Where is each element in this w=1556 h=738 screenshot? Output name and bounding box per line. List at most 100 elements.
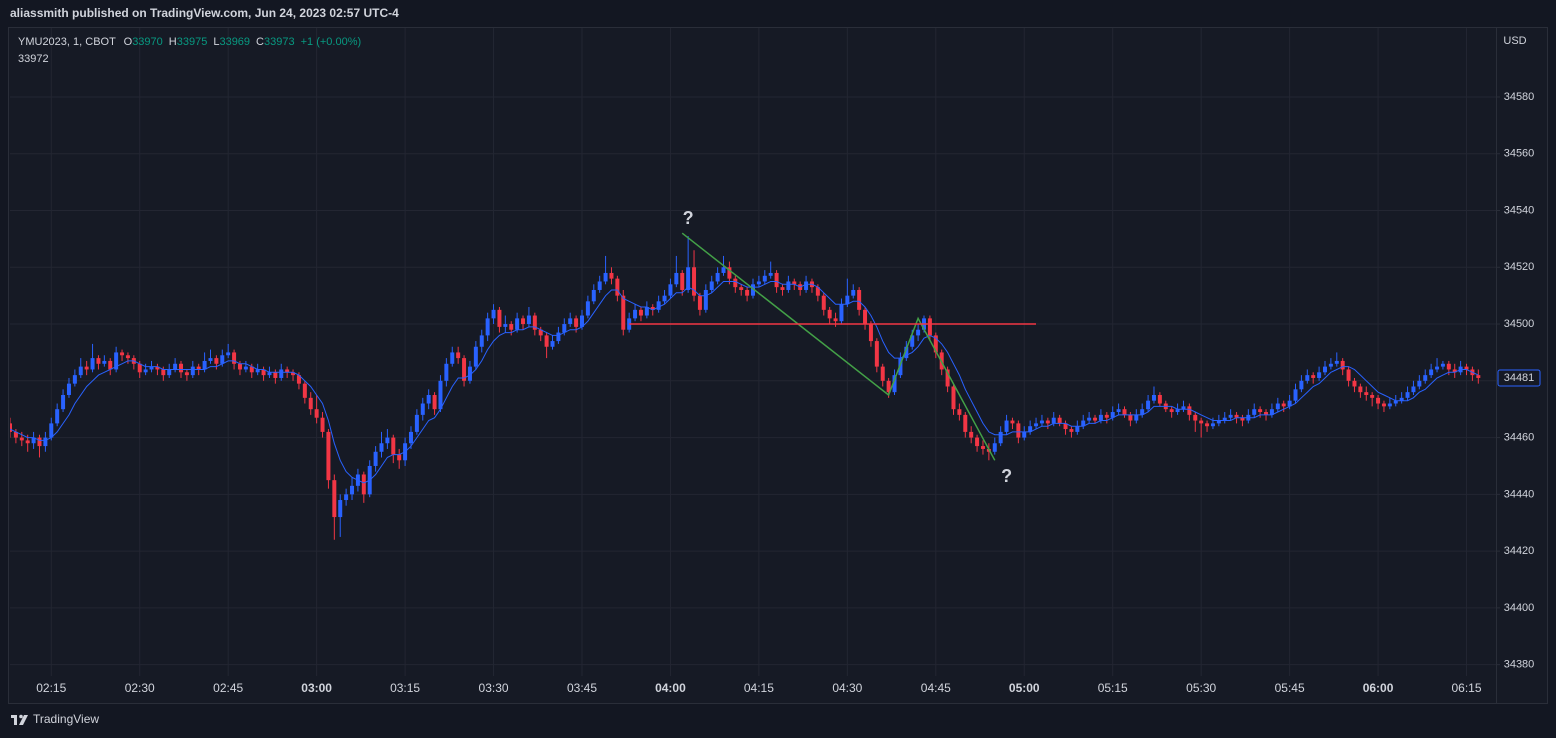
candle-body	[420, 403, 425, 415]
candle-body	[1157, 395, 1162, 404]
candle-body	[1281, 403, 1286, 407]
candle-body	[521, 318, 526, 325]
candle-body	[296, 375, 301, 384]
candle-body	[774, 272, 779, 288]
candle-body	[815, 287, 820, 296]
candle-body	[255, 369, 260, 373]
candle-body	[72, 375, 77, 384]
candle-body	[503, 324, 508, 327]
candle-body	[703, 289, 708, 310]
candle-body	[1264, 412, 1269, 415]
x-tick-label: 05:45	[1275, 681, 1305, 695]
x-tick-label: 02:15	[36, 681, 66, 695]
candle-body	[969, 431, 974, 438]
candle-body	[1151, 395, 1156, 401]
candle-body	[479, 335, 484, 347]
candle-body	[467, 366, 472, 381]
candle-body	[1222, 417, 1227, 421]
candle-body	[662, 295, 667, 302]
candle-body	[497, 309, 502, 327]
y-tick-label: 34400	[1504, 602, 1535, 614]
candle-body	[37, 437, 42, 447]
candle-body	[980, 446, 985, 449]
candle-body	[214, 358, 219, 364]
y-tick-label: 34460	[1504, 431, 1535, 443]
candle-body	[574, 318, 579, 327]
candle-body	[880, 366, 885, 381]
candle-body	[1411, 386, 1416, 393]
candle-body	[414, 414, 419, 432]
candle-body	[804, 281, 809, 290]
candle-body	[786, 281, 791, 290]
candle-body	[267, 372, 272, 376]
candle-body	[780, 287, 785, 290]
candle-body	[361, 474, 366, 495]
candle-body	[232, 352, 237, 364]
candle-body	[55, 409, 60, 424]
x-tick-label: 05:00	[1009, 681, 1040, 695]
candle-body	[379, 443, 384, 452]
candle-body	[963, 414, 968, 432]
x-tick-label: 06:00	[1363, 681, 1394, 695]
candle-body	[1104, 414, 1109, 418]
candle-body	[1216, 420, 1221, 424]
candle-body	[1122, 409, 1127, 415]
candle-body	[951, 386, 956, 410]
candle-body	[910, 335, 915, 347]
candle-body	[19, 437, 24, 441]
candle-body	[975, 437, 980, 447]
candle-body	[66, 383, 71, 396]
candle-body	[344, 494, 349, 501]
candle-body	[1352, 380, 1357, 387]
x-tick-label: 03:00	[301, 681, 332, 695]
candle-body	[992, 443, 997, 452]
candle-body	[108, 360, 113, 370]
candle-body	[1051, 417, 1056, 424]
candle-body	[220, 355, 225, 364]
legend-label: O	[124, 36, 133, 48]
grid	[10, 28, 1496, 676]
candle-body	[509, 324, 514, 330]
candle-body	[532, 315, 537, 330]
candle-body	[1140, 409, 1145, 415]
candle-body	[1423, 375, 1428, 381]
candle-body	[432, 395, 437, 410]
candle-body	[697, 295, 702, 310]
legend-symbol: YMU2023, 1, CBOT	[18, 36, 116, 48]
candle-body	[1275, 403, 1280, 410]
x-tick-label: 05:30	[1186, 681, 1216, 695]
currency-label: USD	[1503, 35, 1526, 47]
candle-body	[1205, 423, 1210, 427]
published-note: aliassmith published on TradingView.com,…	[10, 6, 399, 20]
legend-label: C	[256, 36, 264, 48]
candle-body	[721, 267, 726, 273]
x-tick-label: 03:15	[390, 681, 420, 695]
y-tick-label: 34520	[1504, 261, 1535, 273]
candle-body	[1340, 360, 1345, 370]
candle-body	[391, 437, 396, 455]
candle-body	[49, 423, 54, 438]
candle-body	[1146, 400, 1151, 410]
candle-body	[1305, 375, 1310, 381]
x-tick-label: 04:45	[921, 681, 951, 695]
candle-body	[43, 437, 48, 447]
candle-body	[1199, 420, 1204, 424]
candle-body	[550, 341, 555, 347]
candle-body	[1381, 403, 1386, 407]
candle-body	[1387, 403, 1392, 407]
x-tick-label: 06:15	[1452, 681, 1482, 695]
candle-body	[167, 369, 172, 376]
candle-body	[226, 352, 231, 356]
candle-body	[102, 360, 107, 364]
candle-body	[10, 423, 12, 432]
candle-body	[1004, 420, 1009, 432]
candle-body	[1399, 397, 1404, 401]
candle-body	[491, 309, 496, 319]
candle-body	[338, 500, 343, 518]
candle-body	[385, 437, 390, 444]
candle-body	[1293, 389, 1298, 401]
candle-body	[1234, 414, 1239, 418]
legend-value: 33969	[219, 36, 250, 48]
candle-body	[243, 366, 248, 370]
